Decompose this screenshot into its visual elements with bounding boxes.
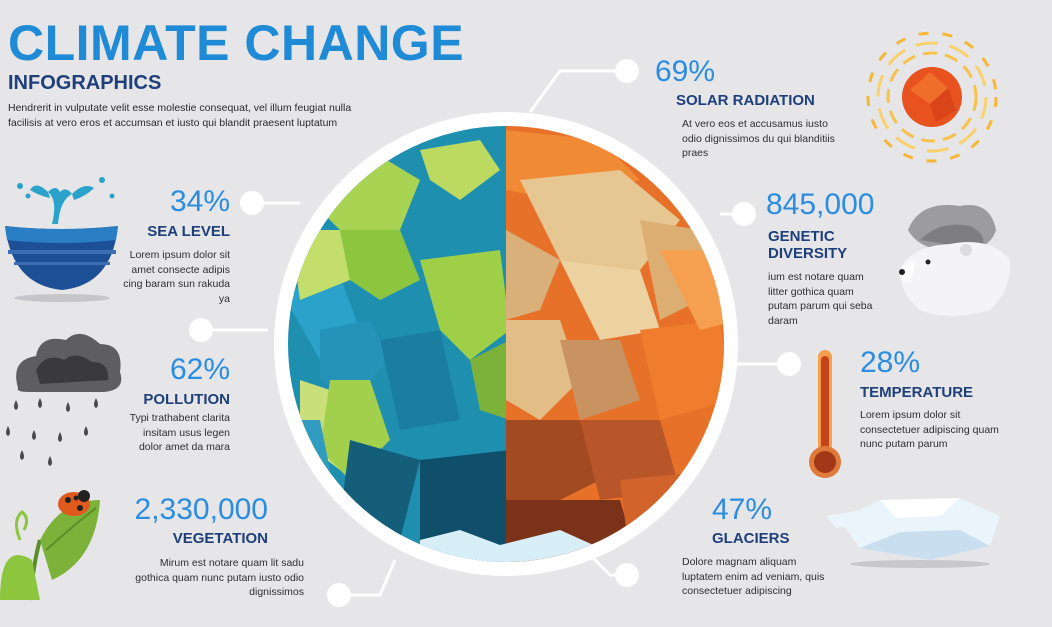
temperature-heading: TEMPERATURE: [860, 384, 974, 401]
pollution-stat: 62%: [169, 353, 230, 386]
polar-bear-icon: [899, 205, 1011, 316]
genetic-diversity-text: ium est notare quam litter gothica quam …: [768, 271, 873, 328]
solar-radiation-heading: SOLAR RADIATION: [676, 92, 815, 109]
vegetation-text: Mirum est notare quam lit sadu gothica q…: [135, 557, 304, 599]
pollution-text: Typi trathabent clarita insitam usus leg…: [129, 412, 230, 454]
solar-radiation-text: At vero eos et accusamus iusto odio dign…: [682, 118, 835, 160]
pollution-heading: POLLUTION: [143, 391, 230, 408]
glaciers-heading: GLACIERS: [712, 530, 790, 547]
hot-earth-half: [506, 126, 724, 562]
glaciers-text: Dolore magnam aliquam luptatem enim ad v…: [682, 556, 825, 598]
whale-icon: [5, 177, 118, 302]
connector-dots: [189, 59, 801, 607]
sea-level-stat: 34%: [169, 185, 230, 218]
globe: [274, 112, 738, 576]
temperature-stat: 28%: [860, 346, 921, 379]
earth-half: [288, 126, 506, 562]
iceberg-icon: [826, 498, 1000, 568]
sea-level-heading: SEA LEVEL: [147, 223, 230, 240]
leaf-ladybug-icon: [0, 490, 100, 601]
genetic-diversity-stat: 845,000: [766, 188, 875, 221]
page-subtitle: INFOGRAPHICS: [8, 72, 162, 94]
page-title: CLIMATE CHANGE: [8, 15, 465, 71]
solar-radiation-stat: 69%: [655, 55, 716, 88]
thermometer-icon: [809, 350, 841, 478]
sun-icon: [866, 31, 998, 163]
vegetation-stat: 2,330,000: [134, 493, 268, 526]
vegetation-heading: VEGETATION: [172, 530, 268, 547]
temperature-text: Lorem ipsum dolor sit consectetuer adipi…: [860, 409, 999, 451]
genetic-diversity-heading: GENETIC DIVERSITY: [768, 228, 848, 263]
storm-cloud-icon: [6, 333, 122, 466]
glaciers-stat: 47%: [712, 493, 773, 526]
intro-text: Hendrerit in vulputate velit esse molest…: [8, 102, 352, 129]
sea-level-text: Lorem ipsum dolor sit amet consecte adip…: [123, 249, 230, 306]
